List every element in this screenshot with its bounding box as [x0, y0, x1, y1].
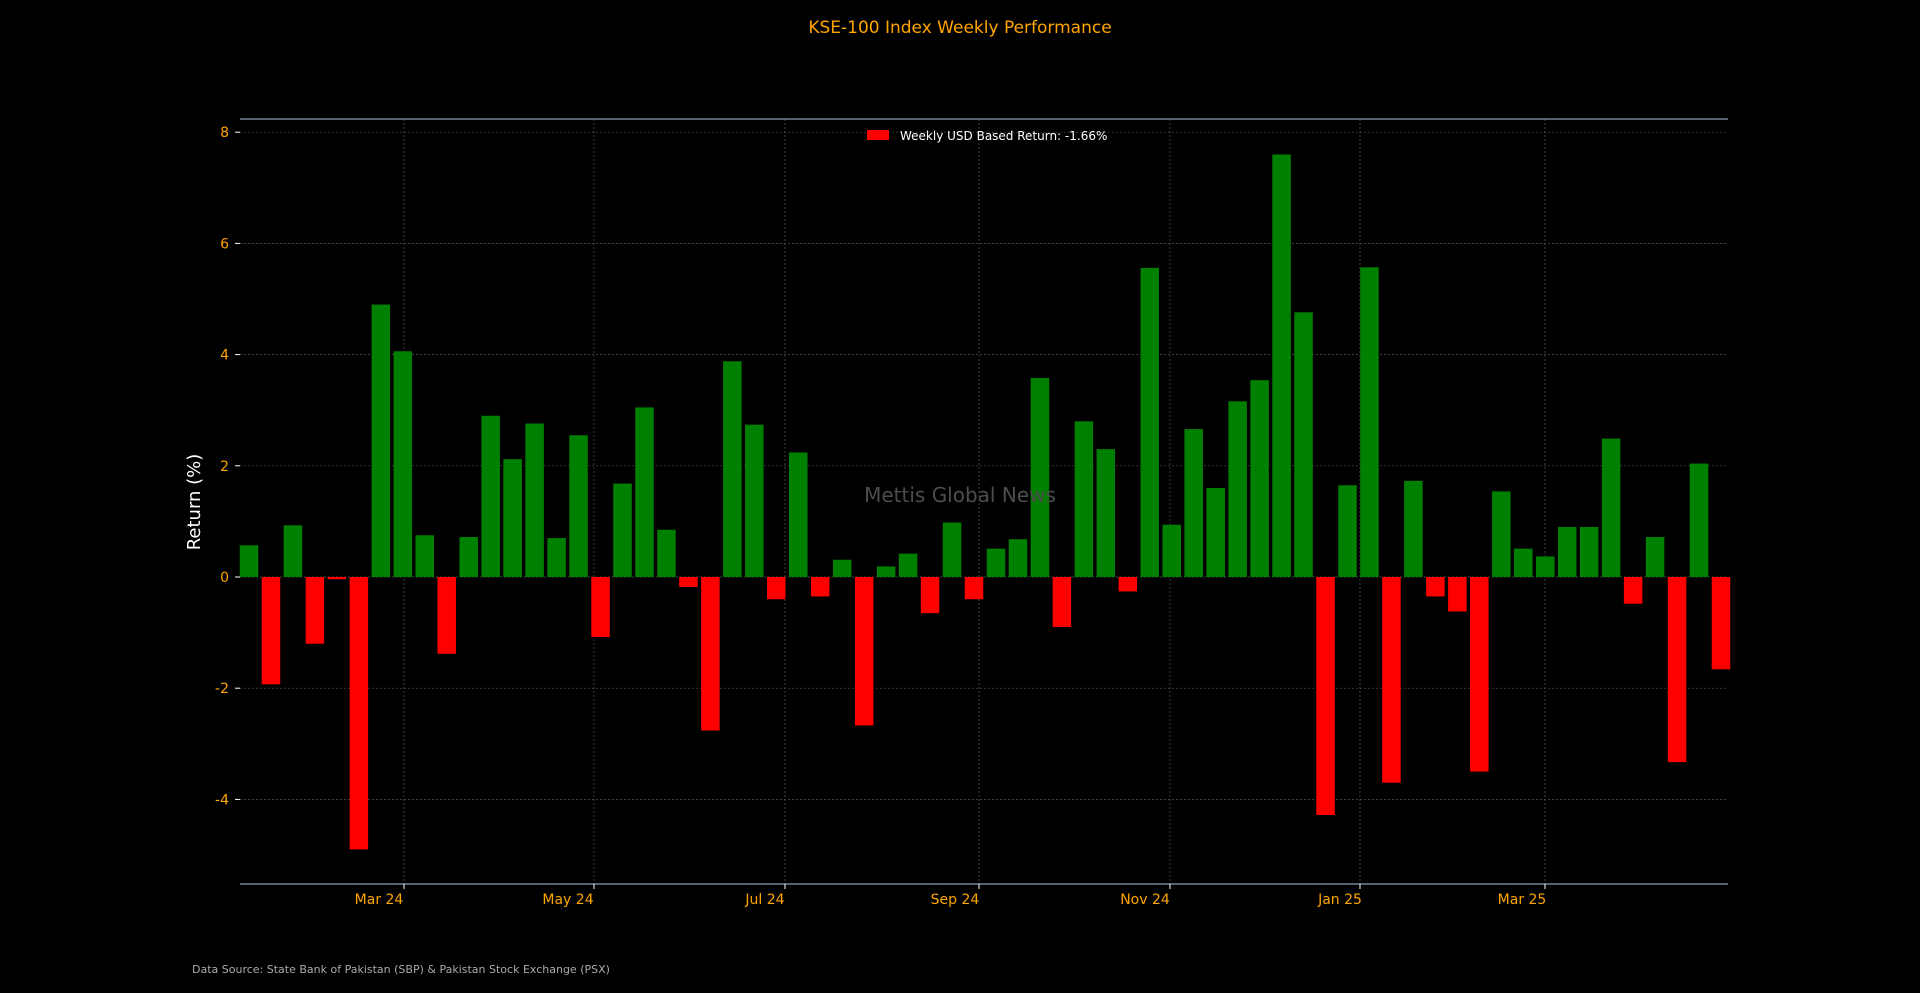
bar: [239, 545, 259, 577]
bar: [569, 435, 588, 577]
bar: [1470, 577, 1489, 772]
bar: [657, 529, 676, 577]
bar: [1382, 577, 1401, 783]
bar: [1228, 401, 1247, 577]
bar: [898, 553, 918, 577]
bar: [1448, 577, 1467, 612]
legend-label: Weekly USD Based Return: -1.66%: [900, 129, 1107, 143]
bar: [1162, 524, 1181, 577]
bar: [1052, 577, 1072, 628]
bar: [1250, 380, 1269, 577]
bar: [1272, 154, 1291, 577]
bar: [283, 525, 303, 577]
bar: [1030, 377, 1050, 577]
legend: Weekly USD Based Return: -1.66%: [867, 129, 1107, 143]
bar: [305, 577, 325, 644]
watermark: Mettis Global News: [864, 483, 1056, 507]
bar: [591, 577, 610, 638]
bar: [1008, 539, 1028, 577]
bar: [525, 423, 544, 577]
bar: [1140, 267, 1160, 577]
bar: [701, 577, 720, 731]
bar: [1426, 577, 1445, 597]
x-tick-label: May 24: [542, 892, 593, 908]
bar: [349, 577, 369, 850]
bar: [459, 536, 478, 577]
y-axis-label: Return (%): [184, 454, 205, 551]
bar: [1074, 421, 1094, 577]
y-tick-label: -4: [215, 792, 229, 808]
bar: [503, 459, 522, 577]
x-tick-label: Mar 25: [1498, 892, 1547, 908]
y-tick-label: 0: [220, 570, 229, 586]
bar: [635, 407, 654, 577]
bar: [1514, 548, 1533, 577]
bar: [613, 483, 632, 577]
bar: [1294, 312, 1313, 577]
bar: [1623, 577, 1643, 604]
bar: [1096, 449, 1116, 577]
bar: [1667, 577, 1687, 763]
x-ticks: Mar 24 May 24 Jul 24 Sep 24 Nov 24 Jan 25 Mar …: [355, 884, 1547, 908]
x-tick-label: Jan 25: [1317, 892, 1362, 908]
bar: [986, 548, 1006, 577]
data-source-note: Data Source: State Bank of Pakistan (SBP…: [192, 963, 610, 976]
bar: [393, 351, 413, 577]
bar: [1492, 491, 1511, 577]
bar: [547, 538, 566, 577]
bar: [745, 424, 764, 577]
bar: [1316, 577, 1335, 815]
bar: [481, 415, 500, 577]
y-tick-label: 4: [220, 348, 229, 364]
y-tick-label: 8: [220, 125, 229, 141]
bar: [1184, 429, 1203, 577]
bar: [789, 452, 808, 577]
y-tick-label: 2: [220, 459, 229, 475]
bar: [327, 577, 347, 580]
x-tick-label: Sep 24: [931, 892, 980, 908]
bars: [239, 154, 1731, 850]
y-ticks: -4 -2 0 2 4 6 8: [215, 125, 240, 808]
bar: [854, 577, 874, 726]
bar: [679, 577, 698, 588]
bar: [415, 535, 435, 577]
bar: [261, 577, 281, 685]
bar: [1360, 267, 1379, 577]
chart-title: KSE-100 Index Weekly Performance: [808, 18, 1111, 38]
bar: [964, 577, 984, 600]
bar: [832, 559, 852, 577]
bar: [1689, 463, 1709, 577]
bar: [1338, 485, 1357, 577]
bar: [371, 304, 391, 577]
bar: [810, 577, 830, 597]
bar: [1535, 556, 1555, 577]
bar: [942, 522, 962, 577]
bar: [1206, 488, 1225, 577]
bar: [1711, 577, 1731, 670]
x-tick-label: Nov 24: [1120, 892, 1170, 908]
bar: [876, 566, 896, 577]
x-tick-label: Jul 24: [744, 892, 784, 908]
bar: [1601, 438, 1621, 577]
bar: [767, 577, 786, 600]
y-tick-label: 6: [220, 236, 229, 252]
bar: [920, 577, 940, 614]
x-tick-label: Mar 24: [355, 892, 404, 908]
bar: [1579, 526, 1599, 577]
bar: [1645, 536, 1665, 577]
bar: [1557, 526, 1577, 577]
y-tick-label: -2: [215, 681, 229, 697]
bar: [723, 361, 742, 577]
legend-swatch: [867, 130, 889, 140]
bar: [1404, 480, 1423, 577]
bar: [437, 577, 456, 654]
bar: [1118, 577, 1138, 592]
axes: [240, 118, 1728, 885]
